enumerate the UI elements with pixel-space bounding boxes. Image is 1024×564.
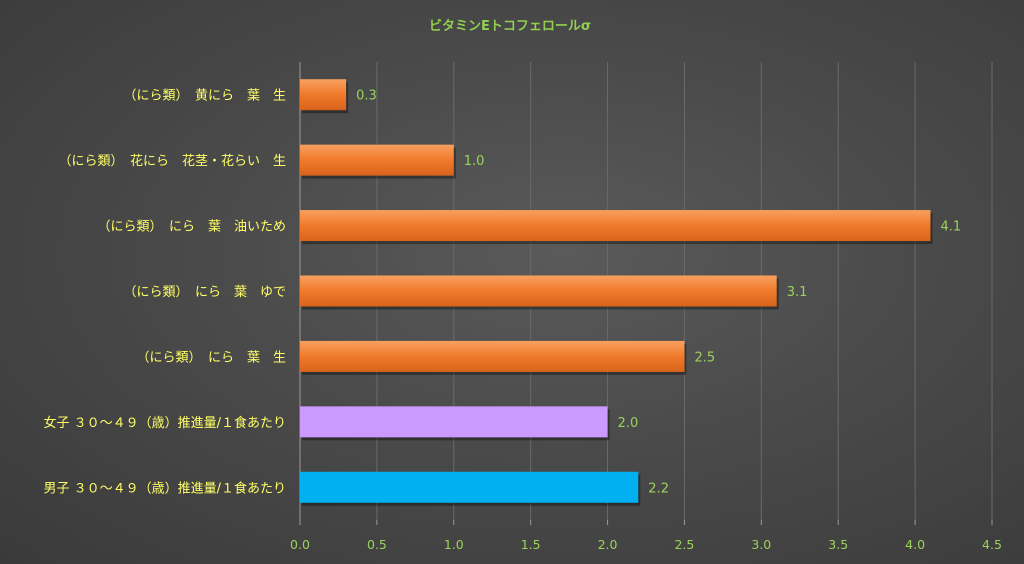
data-label: 2.2 xyxy=(648,481,669,496)
x-tick-label: 1.5 xyxy=(521,537,541,552)
bar xyxy=(300,79,347,111)
x-tick-label: 3.5 xyxy=(828,537,848,552)
data-label: 4.1 xyxy=(940,220,961,235)
x-tick-label: 2.0 xyxy=(598,537,618,552)
category-label: （にら類） にら 葉 油いため xyxy=(97,220,286,235)
chart-title: ビタミンEトコフェロールσ xyxy=(429,18,591,34)
category-label: 女子 ３０～４９（歳）推進量/１食あたり xyxy=(43,415,286,431)
bar xyxy=(300,275,777,307)
bar xyxy=(300,340,685,372)
data-label: 0.3 xyxy=(356,89,377,104)
bars xyxy=(300,79,933,506)
x-tick-label: 2.5 xyxy=(674,537,694,552)
x-tick-label: 0.5 xyxy=(367,537,387,552)
bar xyxy=(300,210,931,242)
labels: 0.0 0.5 1.0 1.5 2.0 2.5 3.0 3.5 4.0 4.5 0.3 （にら類） 黄… xyxy=(43,89,1001,552)
bar xyxy=(300,471,639,503)
data-label: 2.5 xyxy=(694,350,715,365)
data-label: 3.1 xyxy=(787,285,808,300)
x-tick-label: 0.0 xyxy=(290,537,310,552)
category-label: （にら類） にら 葉 ゆで xyxy=(123,285,286,300)
data-label: 2.0 xyxy=(618,416,639,431)
bar xyxy=(300,406,608,438)
category-label: （にら類） 花にら 花茎・花らい 生 xyxy=(58,153,286,169)
category-label: （にら類） にら 葉 生 xyxy=(136,350,286,365)
x-tick-label: 4.5 xyxy=(982,537,1002,552)
category-label: 男子 ３０～４９（歳）推進量/１食あたり xyxy=(43,480,286,496)
bar xyxy=(300,144,454,176)
data-label: 1.0 xyxy=(464,154,485,169)
category-label: （にら類） 黄にら 葉 生 xyxy=(123,89,286,104)
x-tick-label: 1.0 xyxy=(444,537,464,552)
x-tick-label: 3.0 xyxy=(751,537,771,552)
x-tick-label: 4.0 xyxy=(905,537,925,552)
